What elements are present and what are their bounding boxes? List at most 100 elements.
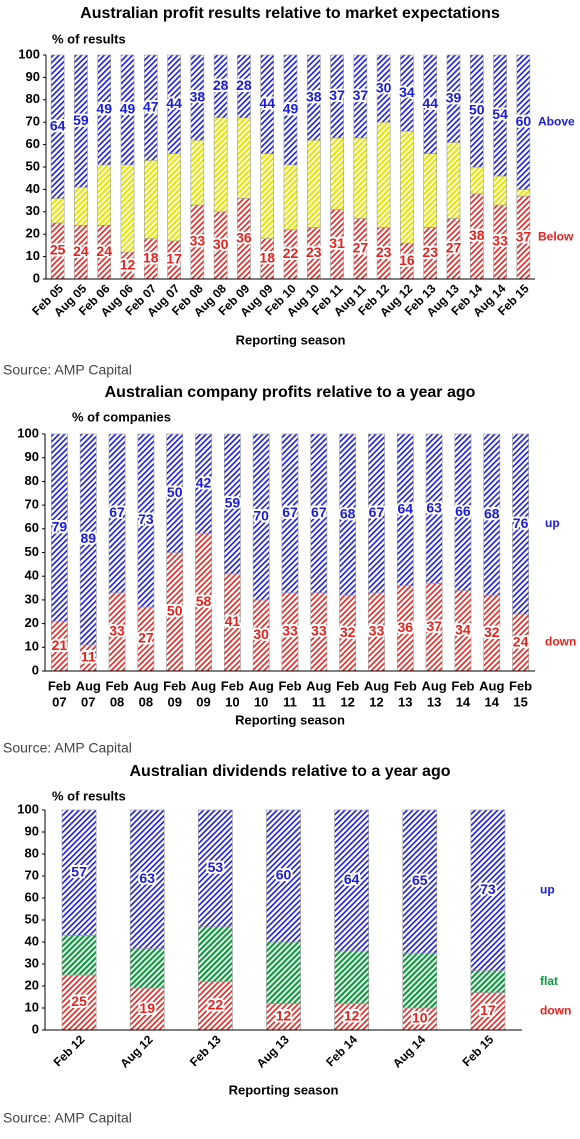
bar-segment [334, 950, 369, 1004]
bar-segment [283, 54, 298, 166]
x-tick-label: 08 [110, 694, 124, 709]
y-tick-label: 80 [26, 91, 40, 106]
value-label: 24 [513, 633, 529, 649]
y-axis-label: % of results [52, 788, 126, 803]
bar-segment [400, 130, 414, 244]
y-tick-label: 50 [25, 911, 39, 926]
value-label: 25 [50, 242, 66, 258]
bar-segment [129, 809, 165, 949]
x-axis-label: Reporting season [229, 1082, 339, 1097]
bar-segment [402, 952, 438, 1009]
value-label: 36 [398, 619, 414, 635]
bar-segment [483, 433, 501, 596]
bar-segment [51, 433, 68, 622]
value-label: 50 [167, 602, 183, 618]
value-label: 41 [225, 613, 241, 629]
x-tick-label: Feb 15 [460, 1032, 497, 1069]
bar-segment [166, 433, 184, 553]
x-tick-label: Feb [394, 678, 417, 693]
value-label: 37 [329, 87, 345, 103]
value-label: 50 [469, 102, 485, 118]
y-tick-label: 70 [25, 497, 39, 512]
bar-segment [446, 142, 461, 219]
value-label: 19 [139, 1000, 155, 1016]
y-axis-label: % of results [52, 31, 126, 46]
bar-segment [143, 159, 158, 239]
value-label: 34 [399, 84, 415, 100]
x-tick-label: Feb [221, 678, 244, 693]
value-label: 22 [208, 997, 224, 1013]
bar-segment [493, 175, 507, 206]
value-label: 33 [109, 623, 125, 639]
bar-segment [120, 164, 135, 253]
value-label: 30 [253, 626, 269, 642]
legend-label: down [545, 635, 576, 649]
value-label: 67 [282, 504, 298, 520]
value-label: 38 [469, 227, 485, 243]
y-tick-label: 40 [26, 181, 40, 196]
x-tick-label: 09 [196, 694, 210, 709]
x-tick-label: 10 [225, 694, 239, 709]
x-tick-label: Feb 14 [323, 1032, 360, 1069]
value-label: 44 [422, 95, 438, 111]
bar-segment [516, 189, 531, 197]
y-tick-label: 100 [18, 46, 40, 61]
value-label: 37 [516, 228, 532, 244]
x-tick-label: 14 [485, 694, 500, 709]
bar-segment [306, 54, 321, 141]
y-tick-label: 90 [25, 449, 39, 464]
bar-segment [266, 809, 301, 943]
bar-segment [61, 974, 97, 1031]
y-tick-label: 70 [25, 867, 39, 882]
value-label: 22 [283, 245, 299, 261]
bar-segment [266, 1003, 301, 1031]
bar-segment [190, 139, 205, 206]
y-tick-label: 60 [26, 136, 40, 151]
bar-segment [260, 54, 275, 154]
value-label: 10 [412, 1010, 428, 1026]
value-label: 33 [311, 623, 327, 639]
y-tick-label: 70 [26, 114, 40, 129]
bar-segment [195, 433, 212, 534]
x-tick-label: Aug 12 [117, 1032, 155, 1070]
y-tick-label: 10 [25, 639, 39, 654]
x-tick-label: 13 [398, 694, 412, 709]
bar-segment [306, 139, 321, 228]
bar-segment [283, 164, 298, 231]
y-tick-label: 100 [17, 801, 39, 816]
value-label: 49 [283, 101, 299, 117]
x-tick-label: 09 [167, 694, 181, 709]
value-label: 38 [306, 88, 322, 104]
bar-segment [50, 54, 65, 199]
value-label: 63 [139, 870, 155, 886]
value-label: 67 [311, 504, 327, 520]
bar-segment [266, 941, 301, 1004]
value-label: 65 [412, 872, 428, 888]
bar-segment [237, 54, 251, 119]
bar-segment [129, 987, 165, 1031]
bar-segment [402, 809, 438, 954]
source-note: Source: AMP Capital [3, 740, 132, 756]
bar-segment [400, 54, 414, 132]
value-label: 23 [306, 244, 322, 260]
bar-segment [61, 809, 97, 936]
value-label: 47 [143, 98, 159, 114]
x-tick-label: Aug [364, 678, 389, 693]
value-label: 37 [426, 618, 442, 634]
value-label: 54 [492, 106, 508, 122]
bar-segment [339, 433, 357, 596]
bar-segment [129, 948, 165, 989]
value-label: 60 [276, 867, 292, 883]
x-tick-label: 07 [52, 694, 66, 709]
value-label: 49 [120, 101, 136, 117]
bar-segment [396, 433, 414, 586]
bar-segment [50, 198, 65, 224]
bar-segment [310, 433, 328, 594]
x-tick-label: Aug [421, 678, 446, 693]
bar-segment [330, 137, 344, 210]
bar-segment [213, 117, 228, 213]
value-label: 60 [516, 113, 532, 129]
bar-segment [108, 433, 126, 594]
x-tick-label: Feb [105, 678, 128, 693]
bar-segment [190, 54, 205, 141]
